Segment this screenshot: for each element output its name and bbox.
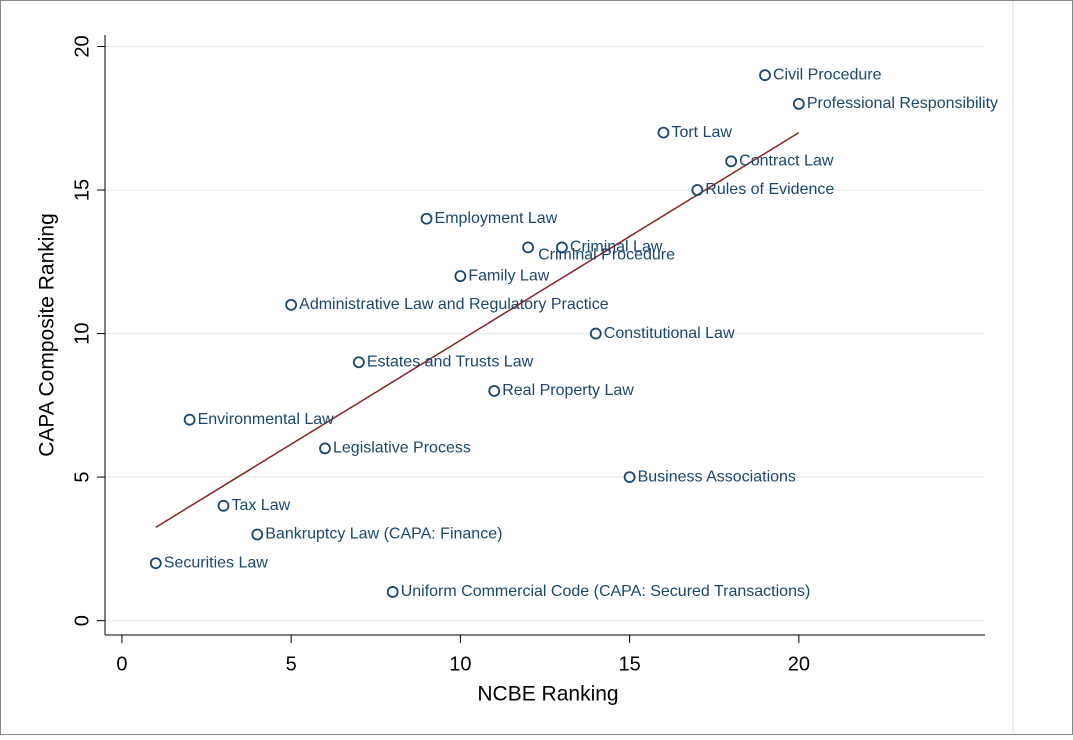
point (623, 471, 636, 484)
y-tick-label: 15 (71, 179, 93, 201)
point (657, 126, 670, 139)
x-tick-label: 15 (618, 653, 640, 675)
point-label: Family Law (468, 267, 549, 284)
point-label: Criminal Procedure (538, 247, 675, 264)
point (183, 413, 196, 426)
x-tick-label: 20 (788, 653, 810, 675)
y-tick-label: 20 (71, 35, 93, 57)
point-label: Criminal Law (570, 239, 663, 256)
point-label: Business Associations (638, 468, 796, 485)
y-axis-title: CAPA Composite Ranking (36, 213, 59, 457)
point (759, 69, 771, 82)
point-label: Bankruptcy Law (CAPA: Finance) (265, 526, 502, 543)
point-label: Contract Law (739, 153, 834, 170)
point (217, 499, 230, 512)
fit-line (155, 131, 800, 528)
point-label: Uniform Commercial Code (CAPA: Secured T… (401, 583, 811, 600)
x-axis-title: NCBE Ranking (477, 683, 618, 706)
y-tick-label: 0 (71, 615, 93, 626)
point-label: Environmental Law (198, 411, 335, 428)
point (285, 298, 298, 311)
point-label: Employment Law (435, 210, 558, 227)
point-label: Tax Law (231, 497, 290, 514)
x-tick-label: 0 (116, 653, 127, 675)
point (319, 442, 331, 455)
point (386, 586, 399, 598)
point (522, 241, 534, 254)
point (251, 528, 264, 541)
point (454, 270, 467, 283)
point-label: Tort Law (671, 124, 732, 141)
point (420, 212, 433, 225)
point (488, 385, 501, 397)
point-label: Real Property Law (502, 382, 634, 399)
x-tick-label: 5 (286, 653, 297, 675)
point (149, 557, 162, 570)
point-label: Rules of Evidence (705, 181, 834, 198)
point (556, 241, 568, 254)
point-label: Legislative Process (333, 440, 471, 457)
point (792, 97, 805, 110)
point (352, 356, 365, 369)
point-label: Estates and Trusts Law (367, 353, 534, 370)
x-tick-label: 10 (449, 653, 471, 675)
point-label: Civil Procedure (773, 66, 882, 83)
point-label: Administrative Law and Regulatory Practi… (299, 296, 609, 313)
point-label: Securities Law (164, 554, 268, 571)
point (589, 327, 602, 340)
y-tick-label: 5 (71, 472, 93, 483)
point-label: Constitutional Law (604, 325, 735, 342)
point (691, 184, 704, 196)
point (725, 155, 738, 168)
point-label: Professional Responsibility (807, 95, 998, 112)
y-tick-label: 10 (71, 322, 93, 344)
